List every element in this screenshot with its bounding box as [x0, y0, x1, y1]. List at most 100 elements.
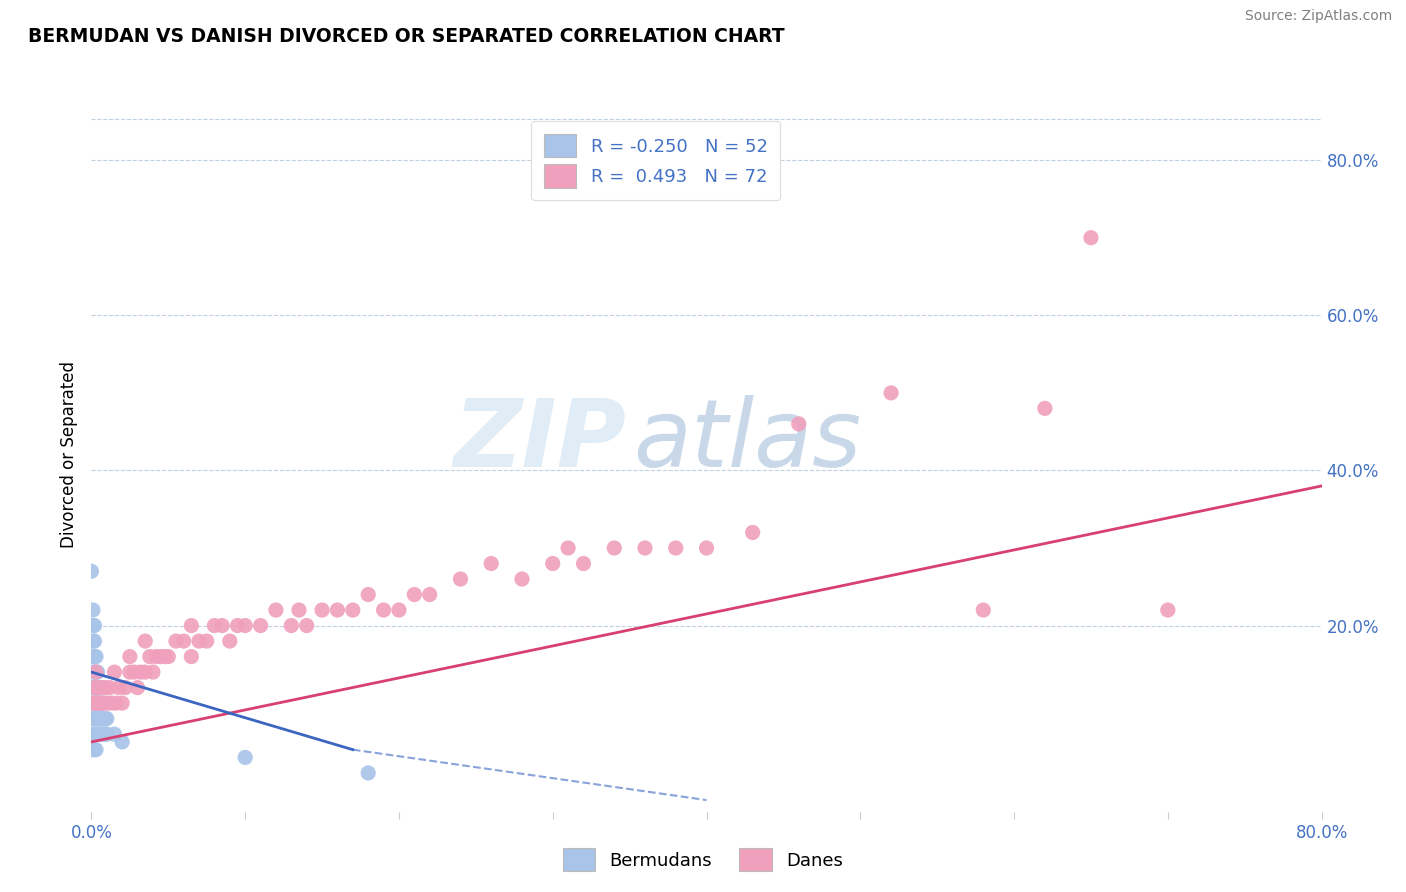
Point [86, 681, 108, 695]
Point [127, 681, 149, 695]
Point [211, 618, 233, 632]
Point [233, 750, 256, 764]
Point [90, 696, 112, 710]
Point [86, 727, 108, 741]
Point [82, 665, 104, 679]
Point [139, 649, 162, 664]
Point [83, 649, 105, 664]
Point [83, 712, 105, 726]
Point [1157, 603, 1180, 617]
Point [188, 634, 211, 648]
Point [741, 525, 763, 540]
Point [91, 681, 114, 695]
Point [84, 649, 107, 664]
Point [103, 727, 125, 741]
Point [1080, 231, 1102, 245]
Point [124, 665, 146, 679]
Point [96, 696, 118, 710]
Point [665, 541, 688, 555]
Point [84, 665, 107, 679]
Point [83, 696, 105, 710]
Point [326, 603, 349, 617]
Legend: R = -0.250   N = 52, R =  0.493   N = 72: R = -0.250 N = 52, R = 0.493 N = 72 [531, 121, 780, 201]
Point [134, 634, 156, 648]
Point [82, 727, 104, 741]
Point [90, 712, 112, 726]
Point [295, 618, 318, 632]
Point [86, 696, 108, 710]
Point [84, 696, 107, 710]
Point [86, 712, 108, 726]
Point [111, 696, 134, 710]
Point [288, 603, 311, 617]
Point [84, 696, 107, 710]
Point [82, 618, 104, 632]
Point [108, 681, 131, 695]
Point [696, 541, 718, 555]
Point [419, 588, 441, 602]
Point [311, 603, 333, 617]
Point [157, 649, 180, 664]
Point [87, 696, 110, 710]
Point [173, 634, 195, 648]
Point [541, 557, 564, 571]
Point [86, 696, 108, 710]
Point [90, 696, 112, 710]
Point [342, 603, 364, 617]
Point [404, 588, 426, 602]
Point [603, 541, 626, 555]
Point [479, 557, 502, 571]
Point [82, 742, 104, 756]
Point [86, 665, 108, 679]
Point [84, 681, 107, 695]
Point [180, 649, 202, 664]
Point [233, 618, 256, 632]
Point [180, 618, 202, 632]
Point [82, 681, 104, 695]
Point [84, 712, 107, 726]
Point [83, 634, 105, 648]
Point [84, 742, 107, 756]
Point [249, 618, 271, 632]
Point [83, 681, 105, 695]
Point [82, 712, 104, 726]
Point [87, 681, 110, 695]
Point [87, 727, 110, 741]
Point [218, 634, 240, 648]
Point [80, 564, 103, 578]
Point [96, 712, 118, 726]
Point [202, 618, 225, 632]
Point [82, 634, 104, 648]
Point [280, 618, 302, 632]
Point [84, 665, 107, 679]
Point [84, 727, 107, 741]
Text: Source: ZipAtlas.com: Source: ZipAtlas.com [1244, 9, 1392, 23]
Point [111, 735, 134, 749]
Point [103, 665, 125, 679]
Point [82, 696, 104, 710]
Point [83, 681, 105, 695]
Point [142, 665, 165, 679]
Point [1033, 401, 1056, 416]
Point [91, 712, 114, 726]
Point [82, 649, 104, 664]
Point [264, 603, 287, 617]
Point [93, 727, 115, 741]
Point [100, 696, 122, 710]
Point [94, 712, 117, 726]
Point [510, 572, 533, 586]
Point [94, 727, 117, 741]
Point [165, 634, 187, 648]
Point [357, 766, 380, 780]
Point [83, 742, 105, 756]
Point [83, 727, 105, 741]
Point [972, 603, 994, 617]
Point [129, 665, 152, 679]
Point [373, 603, 395, 617]
Point [145, 649, 167, 664]
Point [87, 681, 110, 695]
Point [388, 603, 411, 617]
Point [98, 681, 121, 695]
Point [114, 681, 136, 695]
Point [153, 649, 177, 664]
